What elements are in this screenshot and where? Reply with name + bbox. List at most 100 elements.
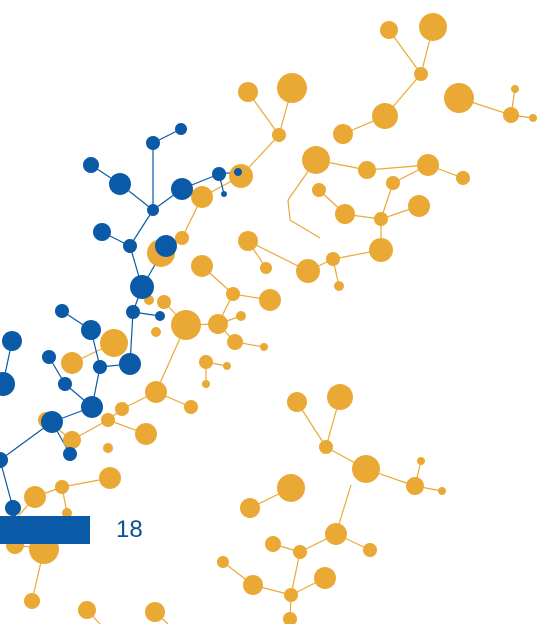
orange-atom-node (240, 498, 260, 518)
orange-atom-node (101, 413, 115, 427)
orange-atom-node (358, 161, 376, 179)
orange-atom-node (511, 85, 519, 93)
orange-atom-node (151, 327, 161, 337)
orange-atom-node (283, 612, 297, 624)
orange-atom-node (314, 567, 336, 589)
orange-atom-node (260, 343, 268, 351)
orange-atom-node (61, 352, 83, 374)
orange-atom-node (135, 423, 157, 445)
orange-atom-node (380, 21, 398, 39)
orange-atom-node (325, 523, 347, 545)
orange-atom-node (335, 204, 355, 224)
blue-atom-node (119, 353, 141, 375)
orange-atom-node (208, 314, 228, 334)
orange-atom-node (145, 602, 165, 622)
orange-atom-node (191, 255, 213, 277)
orange-atom-node (115, 402, 129, 416)
blue-atom-node (5, 500, 21, 516)
blue-atom-node (81, 320, 101, 340)
orange-atom-node (419, 13, 447, 41)
blue-atom-node (155, 235, 177, 257)
orange-atom-node (175, 231, 189, 245)
blue-atom-node (126, 305, 140, 319)
orange-atom-node (319, 440, 333, 454)
orange-atom-node (374, 212, 388, 226)
blue-atom-node (0, 372, 15, 396)
orange-atom-node (287, 392, 307, 412)
orange-atom-node (223, 362, 231, 370)
blue-atom-node (83, 157, 99, 173)
orange-atom-node (227, 334, 243, 350)
orange-atom-node (334, 281, 344, 291)
orange-atom-node (217, 556, 229, 568)
orange-atom-node (406, 477, 424, 495)
orange-atom-node (184, 400, 198, 414)
orange-atom-node (438, 487, 446, 495)
orange-atom-node (238, 82, 258, 102)
orange-atom-node (302, 146, 330, 174)
orange-atom-node (157, 295, 171, 309)
orange-atom-node (417, 457, 425, 465)
blue-atom-node (175, 123, 187, 135)
orange-atom-node (333, 124, 353, 144)
blue-atom-node (171, 178, 193, 200)
orange-bond-line (290, 551, 301, 596)
orange-bond-line (287, 199, 291, 221)
orange-atom-node (408, 195, 430, 217)
orange-atom-node (55, 480, 69, 494)
blue-atom-node (93, 223, 111, 241)
orange-atom-node (284, 588, 298, 602)
orange-atom-node (277, 474, 305, 502)
orange-atom-node (243, 575, 263, 595)
page-number-bar (0, 516, 90, 544)
blue-atom-node (42, 350, 56, 364)
blue-atom-node (81, 396, 103, 418)
orange-atom-node (503, 107, 519, 123)
orange-atom-node (226, 287, 240, 301)
orange-atom-node (238, 231, 258, 251)
orange-atom-node (199, 355, 213, 369)
orange-atom-node (327, 384, 353, 410)
orange-atom-node (363, 543, 377, 557)
orange-atom-node (260, 262, 272, 274)
blue-atom-node (63, 447, 77, 461)
blue-atom-node (146, 136, 160, 150)
orange-atom-node (529, 114, 537, 122)
blue-atom-node (93, 360, 107, 374)
orange-atom-node (103, 443, 113, 453)
blue-atom-node (41, 411, 63, 433)
blue-atom-node (55, 304, 69, 318)
blue-atom-node (221, 191, 227, 197)
orange-atom-node (100, 329, 128, 357)
blue-atom-node (2, 331, 22, 351)
blue-atom-node (123, 239, 137, 253)
orange-atom-node (259, 289, 281, 311)
orange-atom-node (229, 164, 253, 188)
orange-atom-node (296, 259, 320, 283)
orange-atom-node (24, 593, 40, 609)
blue-atom-node (234, 168, 242, 176)
orange-atom-node (369, 238, 393, 262)
page-number: 18 (116, 516, 143, 543)
orange-atom-node (24, 486, 46, 508)
blue-atom-node (155, 311, 165, 321)
orange-atom-node (202, 380, 210, 388)
orange-atom-node (456, 171, 470, 185)
orange-bond-line (289, 219, 321, 239)
orange-atom-node (293, 545, 307, 559)
orange-atom-node (78, 601, 96, 619)
orange-atom-node (414, 67, 428, 81)
orange-atom-node (417, 154, 439, 176)
blue-atom-node (147, 204, 159, 216)
blue-atom-node (130, 275, 154, 299)
orange-atom-node (63, 431, 81, 449)
orange-atom-node (265, 536, 281, 552)
orange-atom-node (372, 103, 398, 129)
orange-atom-node (191, 186, 213, 208)
orange-atom-node (236, 311, 246, 321)
blue-bond-line (129, 209, 154, 247)
orange-atom-node (272, 128, 286, 142)
blue-bond-line (0, 459, 14, 509)
blue-atom-node (0, 452, 8, 468)
